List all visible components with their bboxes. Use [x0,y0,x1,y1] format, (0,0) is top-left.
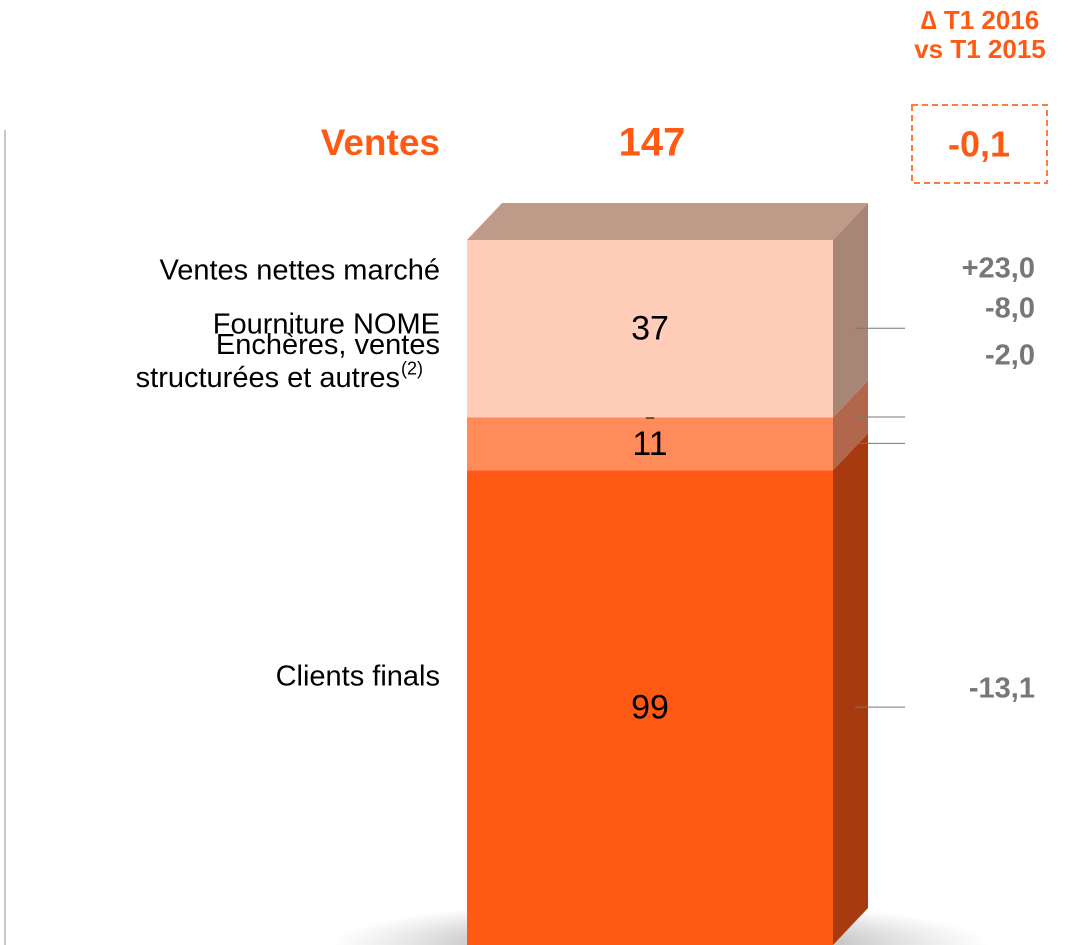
delta-header: ∆ T1 2016 [921,5,1040,35]
delta-label: -2,0 [985,340,1035,372]
delta-label: +23,0 [962,253,1035,285]
category-label: structurées et autres [136,362,400,394]
bar-segment [467,417,833,471]
value-label: 11 [632,425,667,463]
value-label: 37 [631,310,669,348]
delta-box [911,104,1048,184]
chart-title: Ventes [321,122,440,163]
category-label: Clients finals [276,661,440,693]
bar-top [467,203,868,240]
value-label: 99 [631,689,669,727]
bar-side [833,433,868,945]
footnote-mark: (2) [401,358,423,378]
category-label: Enchères, ventes [216,329,440,361]
bar-segment [467,240,833,418]
delta-label: -13,1 [969,673,1035,705]
delta-label: -8,0 [985,293,1035,325]
category-label: Ventes nettes marché [160,255,441,287]
category-label: Fourniture NOME [213,309,440,341]
delta-header: vs T1 2015 [914,34,1046,64]
bar-side [833,203,868,418]
bar-segment [467,470,833,945]
total-label: 147 [619,121,686,165]
bar-side [833,380,868,471]
total-delta: -0,1 [948,124,1010,165]
